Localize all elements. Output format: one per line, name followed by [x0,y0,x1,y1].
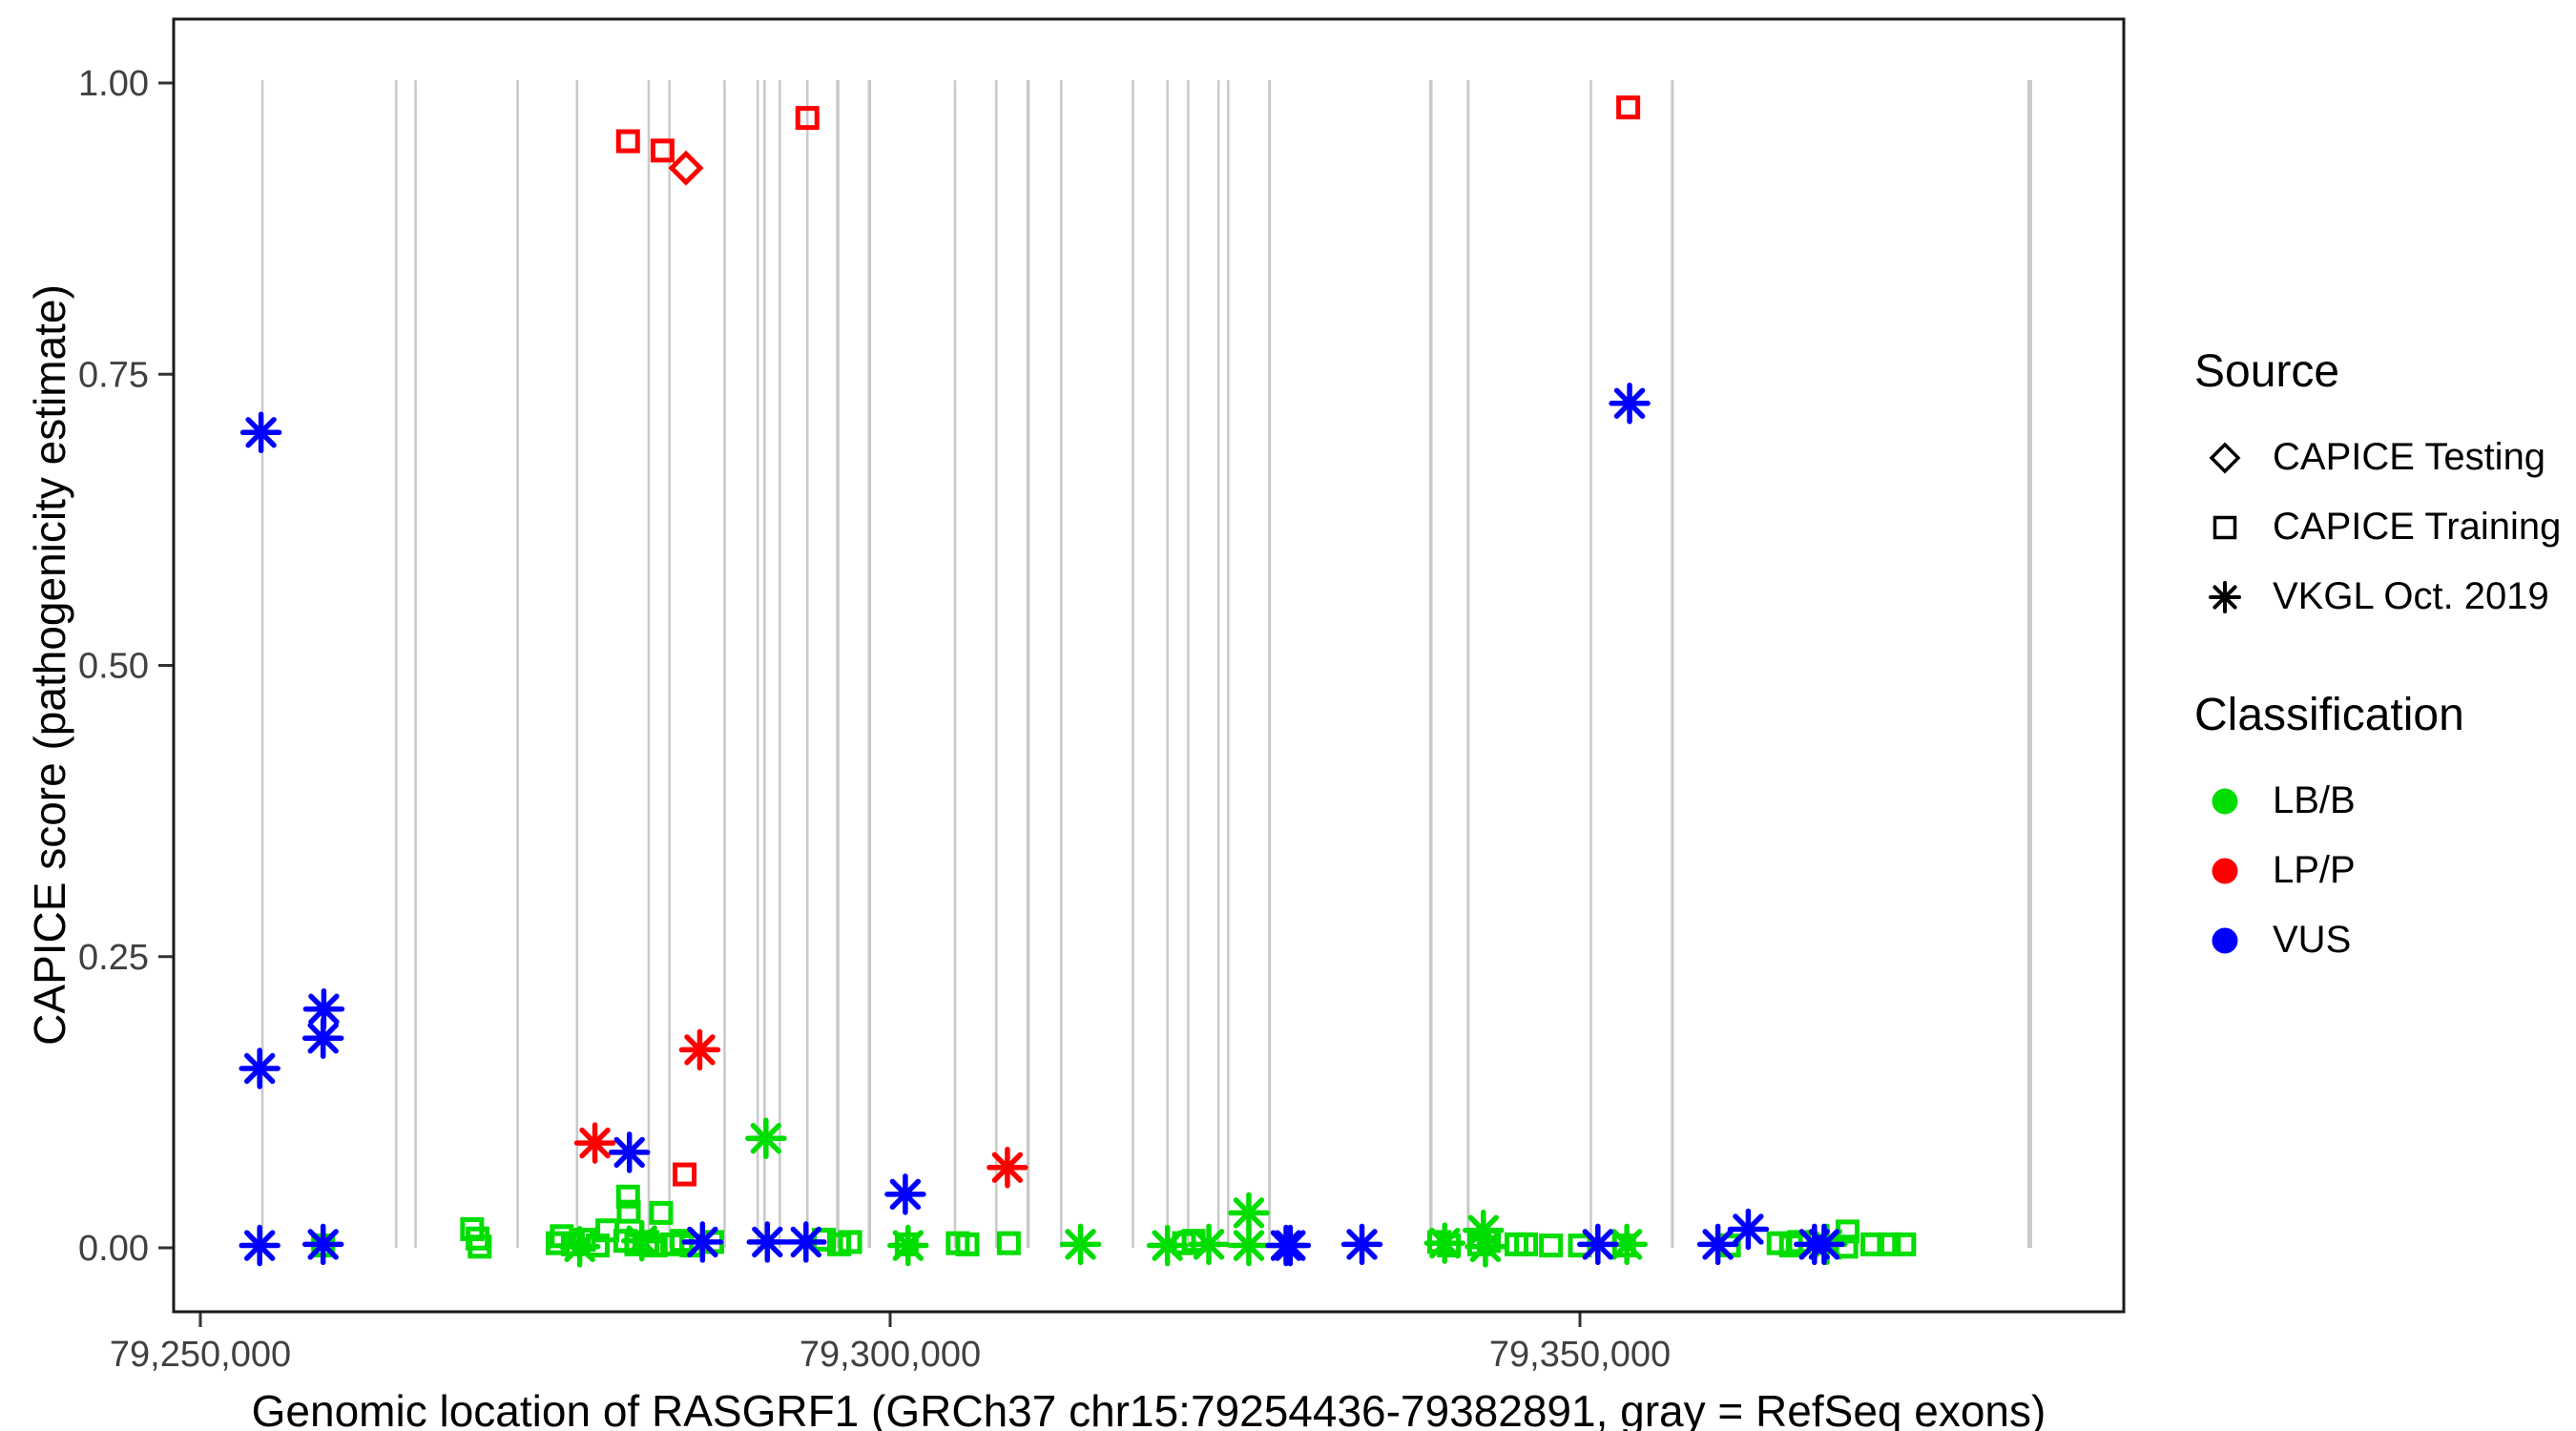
data-point-square [838,1230,862,1255]
x-tick-label: 79,350,000 [1489,1335,1671,1375]
data-point-square [996,1231,1021,1255]
data-point-asterisk [884,1173,926,1215]
data-point-asterisk [239,1224,280,1267]
legend-item-label: CAPICE Testing [2273,436,2546,478]
legend-item-lpp: LP/P [2194,836,2464,905]
data-point-asterisk [608,1131,651,1173]
legend-classification-title: Classification [2194,690,2464,740]
data-point-asterisk [302,987,345,1030]
asterisk-icon [2194,574,2255,620]
data-point-asterisk [239,1047,280,1089]
data-point-asterisk [745,1117,787,1159]
y-axis-title: CAPICE score (pathogenicity estimate) [25,284,74,1046]
data-point-asterisk [1146,1224,1189,1267]
legend-item-vkgl: VKGL Oct. 2019 [2194,562,2561,632]
data-point-asterisk [1188,1223,1230,1266]
data-point-asterisk [1727,1208,1770,1251]
y-tick-label: 1.00 [78,64,149,104]
legend-item-lbb: LB/B [2194,766,2464,836]
data-point-asterisk [1465,1226,1506,1268]
data-point-asterisk [1059,1223,1102,1266]
legend-item-label: LB/B [2273,779,2356,821]
square-icon [2194,505,2255,550]
legend-source: Source CAPICE Testing CAPICE Training [2194,345,2561,632]
data-point-square [1877,1232,1901,1256]
data-point-square [1860,1232,1885,1256]
data-point-square [467,1234,492,1259]
data-point-asterisk [1228,1224,1270,1267]
data-point-asterisk [1696,1223,1739,1266]
data-point-square [1539,1234,1564,1258]
panel-border [172,17,2126,1314]
data-point-asterisk [987,1147,1028,1189]
legend-item-capice-training: CAPICE Training [2194,492,2561,562]
data-point-asterisk [1577,1223,1619,1266]
blue-dot-icon [2194,918,2255,964]
data-point-diamond [668,150,704,186]
data-point-square [615,129,640,154]
data-point-asterisk [1606,1223,1648,1266]
data-point-asterisk [558,1226,601,1268]
y-tick-label: 0.00 [78,1229,149,1269]
data-point-asterisk [1340,1223,1383,1266]
data-point-square [546,1231,571,1255]
legend-item-vus: VUS [2194,905,2464,975]
data-point-asterisk [573,1122,616,1164]
data-point-square [649,1200,674,1225]
data-point-asterisk [1269,1224,1312,1267]
y-tick-label: 0.75 [78,355,149,395]
data-point-square [673,1162,697,1187]
x-axis-title: Genomic location of RASGRF1 (GRCh37 chr1… [251,1386,2046,1431]
legend-item-label: CAPICE Training [2273,506,2562,548]
green-dot-icon [2194,778,2255,824]
data-point-asterisk [785,1221,827,1263]
data-point-asterisk [1803,1223,1845,1266]
legend-item-label: VKGL Oct. 2019 [2273,575,2549,617]
legend-item-capice-testing: CAPICE Testing [2194,423,2561,492]
data-point-square [1616,95,1641,120]
data-point-square [615,1184,640,1209]
y-tick-label: 0.25 [78,938,149,978]
red-dot-icon [2194,848,2255,894]
data-point-square [1892,1232,1917,1256]
data-point-asterisk [681,1221,724,1263]
data-point-asterisk [678,1028,721,1071]
plot-panel [174,19,2124,1312]
legend-classification: Classification LB/B LP/P VUS [2194,689,2464,975]
data-point-asterisk [301,1223,344,1266]
legend-item-label: VUS [2273,919,2352,961]
data-point-square [795,106,820,131]
legend-source-title: Source [2194,346,2340,397]
x-tick-label: 79,300,000 [800,1335,981,1375]
data-point-asterisk [1423,1222,1466,1264]
data-point-square [955,1232,980,1256]
data-point-square [616,1199,641,1224]
legend-item-label: LP/P [2273,849,2356,891]
data-point-asterisk [1609,383,1651,425]
diamond-icon [2194,435,2255,481]
x-tick-label: 79,250,000 [110,1335,291,1375]
y-tick-label: 0.50 [78,647,149,687]
data-point-asterisk [620,1219,663,1262]
data-point-asterisk [887,1224,929,1267]
data-point-square [1514,1232,1539,1256]
data-point-asterisk [239,411,282,454]
data-point-square [650,138,675,163]
data-point-asterisk [746,1221,789,1263]
